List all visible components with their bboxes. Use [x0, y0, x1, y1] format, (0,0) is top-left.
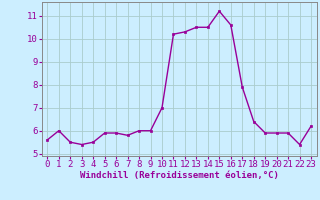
X-axis label: Windchill (Refroidissement éolien,°C): Windchill (Refroidissement éolien,°C) — [80, 171, 279, 180]
